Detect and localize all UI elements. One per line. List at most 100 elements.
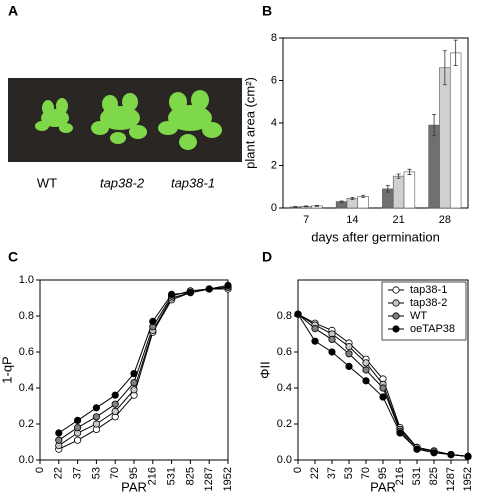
panel-letter: D: [262, 249, 272, 265]
error-bar: [385, 185, 390, 193]
marker: [328, 335, 336, 343]
marker: [345, 362, 353, 370]
legend-marker: [392, 325, 400, 333]
x-tick-label: 22: [309, 467, 321, 479]
y-tick-label: 0.6: [277, 346, 292, 358]
marker: [168, 290, 176, 298]
x-tick-label: 95: [128, 467, 140, 479]
marker: [186, 288, 194, 297]
error-bar: [442, 50, 447, 86]
marker: [447, 450, 455, 459]
x-tick-label: 37: [326, 467, 338, 479]
error-bar: [304, 205, 309, 208]
x-axis-label: days after germination: [311, 229, 440, 244]
marker: [379, 393, 387, 401]
error-bar: [293, 206, 298, 208]
x-tick-label: 825: [428, 467, 440, 485]
error-bar: [432, 114, 437, 137]
marker: [362, 366, 370, 374]
x-tick-label: 1952: [462, 467, 474, 491]
x-tick-label: 0: [34, 467, 46, 473]
marker: [311, 337, 319, 345]
marker: [464, 452, 472, 460]
y-tick-label: 4: [271, 117, 277, 129]
legend-label: oeTAP38: [410, 323, 455, 335]
marker: [74, 423, 82, 432]
y-axis-label: 1-qP: [0, 356, 14, 383]
legend-label: tap38-1: [410, 284, 447, 296]
series-line: [58, 284, 229, 434]
y-tick-label: 8: [271, 32, 277, 44]
y-tick-label: 0.0: [19, 454, 34, 466]
x-tick-label: 70: [109, 467, 121, 479]
photo-label: tap38-1: [171, 175, 215, 190]
x-tick-label: 825: [184, 467, 196, 485]
x-axis-label: PAR: [121, 479, 147, 493]
marker: [396, 429, 404, 437]
legend-marker: [392, 299, 400, 307]
error-bar: [339, 200, 344, 203]
bar: [357, 196, 369, 209]
x-tick-label: 37: [72, 467, 84, 479]
y-axis-label: ΦII: [257, 361, 272, 379]
photo: [8, 78, 242, 162]
bar: [428, 124, 440, 209]
plot-frame: [39, 279, 229, 461]
y-tick-label: 0.4: [277, 382, 292, 394]
legend-marker: [392, 286, 400, 294]
marker: [55, 429, 63, 437]
bar: [449, 52, 462, 209]
bar: [439, 67, 451, 209]
y-axis-label: plant area (cm²): [242, 77, 257, 169]
x-tick-label: 1287: [203, 467, 215, 491]
marker: [130, 378, 138, 387]
y-tick-label: 0.8: [277, 310, 292, 322]
y-tick-label: 0.8: [19, 310, 34, 322]
x-tick-label: 70: [360, 467, 372, 479]
legend-marker: [392, 312, 400, 320]
error-bar: [407, 168, 412, 175]
marker: [92, 413, 101, 421]
marker: [149, 317, 157, 325]
y-tick-label: 0.2: [277, 418, 292, 430]
x-tick-label: 216: [147, 467, 159, 485]
series-line: [58, 286, 229, 447]
x-tick-label: 14: [346, 214, 358, 226]
y-tick-label: 0.0: [277, 454, 292, 466]
x-tick-label: 216: [394, 467, 406, 485]
series-line: [58, 288, 228, 450]
marker: [92, 404, 101, 412]
x-tick-label: 1287: [445, 467, 457, 491]
x-tick-label: 531: [411, 467, 423, 485]
x-axis-label: PAR: [370, 479, 396, 493]
marker: [328, 348, 336, 356]
y-tick-label: 0: [271, 202, 277, 214]
x-tick-label: 22: [53, 467, 65, 479]
y-tick-label: 1.0: [19, 274, 34, 286]
marker: [430, 449, 438, 457]
marker: [111, 391, 119, 399]
bar: [403, 171, 416, 209]
panel-letter: A: [8, 3, 18, 19]
marker: [311, 324, 319, 333]
x-tick-label: 7: [303, 214, 309, 226]
error-bar: [396, 173, 401, 179]
marker: [345, 342, 353, 351]
marker: [74, 416, 82, 424]
marker: [379, 384, 387, 392]
x-tick-label: 21: [393, 214, 405, 226]
marker: [130, 369, 138, 378]
photo-label: tap38-2: [100, 175, 145, 190]
x-tick-label: 28: [439, 214, 451, 226]
marker: [55, 436, 63, 444]
marker: [205, 285, 213, 293]
marker: [224, 281, 232, 289]
series-line: [58, 286, 229, 441]
x-tick-label: 531: [166, 467, 178, 485]
marker: [130, 386, 138, 394]
y-tick-label: 0.6: [19, 346, 34, 358]
x-tick-label: 0: [292, 467, 304, 473]
marker: [111, 400, 119, 408]
marker: [345, 350, 353, 358]
